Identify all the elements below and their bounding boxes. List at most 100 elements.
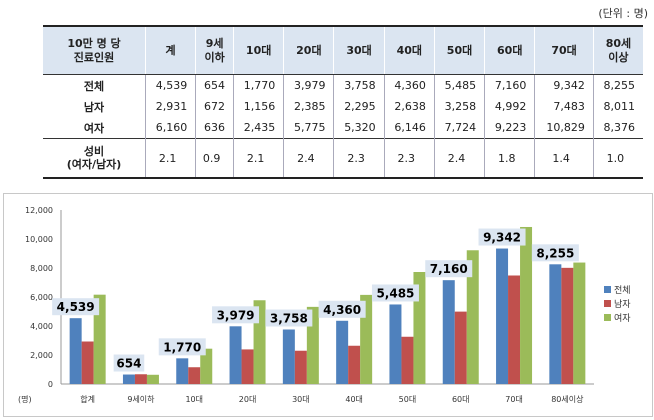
- table-cell: 5,775: [283, 117, 334, 139]
- table-cell: 2,638: [383, 96, 435, 117]
- table-cell: 1.0: [592, 138, 643, 178]
- table-cell: 1.8: [484, 138, 535, 178]
- table-row-all: 전체 4,539 654 1,770 3,979 3,758 4,360 5,485 7,160…: [43, 74, 643, 96]
- data-label: 4,360: [323, 303, 361, 317]
- table-cell: 6,146: [383, 117, 435, 139]
- table-cell: 2.1: [233, 138, 284, 178]
- chart-container: 0 2,000 4,000 6,000 8,000 10,000 12,000 합계 4,539…: [3, 193, 653, 417]
- data-label-box: [265, 309, 313, 327]
- y-tick-label: 0: [48, 380, 53, 389]
- x-tick-label: 10대: [185, 395, 203, 404]
- table-cell: 672: [195, 96, 234, 117]
- x-tick-label: 50대: [399, 395, 417, 404]
- row-header: 남자: [83, 100, 105, 114]
- bar-total: [229, 326, 242, 384]
- data-label: 3,758: [270, 312, 308, 326]
- data-label-box: [478, 228, 526, 246]
- table-cell: 2.4: [433, 138, 485, 178]
- table-cell: 8,255: [592, 74, 643, 96]
- row-header: 성비 (여자/남자): [43, 138, 146, 178]
- row-header-line: (여자/남자): [66, 158, 122, 171]
- data-label: 9,342: [483, 231, 521, 245]
- legend-label: 전체: [614, 285, 631, 296]
- bar-total: [282, 329, 295, 384]
- col-header-60s: 60대: [484, 26, 535, 75]
- legend-label: 여자: [614, 312, 631, 324]
- unit-label: (단위 : 명): [598, 7, 648, 20]
- table-cell: 2.3: [333, 138, 385, 178]
- table-cell: 654: [195, 74, 234, 96]
- y-tick-label: 10,000: [25, 235, 53, 244]
- bar-chart: 0 2,000 4,000 6,000 8,000 10,000 12,000 합계 4,539…: [18, 206, 631, 404]
- bar-male: [508, 275, 521, 384]
- data-label-box: [52, 298, 100, 316]
- table-cell: 6,160: [144, 117, 196, 139]
- bar-male: [241, 349, 254, 384]
- table-cell: 2.1: [144, 138, 196, 178]
- table-cell: 3,258: [433, 96, 485, 117]
- table-cell: 2.3: [383, 138, 435, 178]
- bar-total: [389, 304, 402, 384]
- x-tick-label: 20대: [239, 395, 257, 404]
- data-label: 3,979: [217, 308, 255, 322]
- table-cell: 3,758: [333, 74, 385, 96]
- table-cell: 4,360: [383, 74, 435, 96]
- table-cell: 8,376: [592, 117, 643, 139]
- bar-male: [134, 374, 147, 384]
- table-cell: 2,931: [144, 96, 196, 117]
- x-tick-label: 합계: [80, 394, 95, 404]
- table-cell: 4,539: [144, 74, 196, 96]
- col-header-20s: 20대: [283, 26, 334, 75]
- bar-male: [454, 311, 467, 384]
- table-cell: 0.9: [195, 138, 234, 178]
- bar-female: [200, 348, 213, 384]
- data-label-box: [158, 338, 206, 356]
- col-header-total: 계: [144, 26, 196, 75]
- data-label: 4,539: [57, 300, 95, 314]
- data-label: 654: [116, 357, 141, 371]
- bar-male: [188, 367, 201, 384]
- bar-total: [122, 374, 135, 384]
- table-cell: 2,295: [333, 96, 385, 117]
- table-cell: 5,485: [433, 74, 485, 96]
- data-label: 7,160: [430, 262, 468, 276]
- bar-female: [573, 262, 586, 384]
- bar-female: [146, 374, 159, 384]
- y-tick-label: 4,000: [30, 322, 53, 331]
- bar-total: [69, 318, 82, 384]
- y-tick-label: 6,000: [30, 293, 53, 302]
- legend-swatch: [604, 300, 611, 307]
- bar-male: [294, 350, 307, 384]
- bar-female: [466, 250, 479, 384]
- table-row-male: 남자 2,931 672 1,156 2,385 2,295 2,638 3,258 4,992…: [43, 96, 643, 117]
- data-label: 5,485: [376, 286, 414, 300]
- table-cell: 4,992: [484, 96, 535, 117]
- table-row-sex-ratio: 성비 (여자/남자) 2.1 0.9 2.1 2.4 2.3 2.3 2.4 1.8 1.4 1.0: [43, 138, 643, 178]
- row-header: 여자: [83, 121, 105, 135]
- bar-male: [561, 267, 574, 384]
- table-corner-header: 10만 명 당 진료인원: [43, 26, 146, 75]
- x-tick-label: 80세이상: [551, 394, 584, 404]
- data-label: 8,255: [536, 246, 574, 260]
- data-label: 1,770: [163, 340, 201, 354]
- bar-total: [176, 358, 189, 384]
- table-row-female: 여자 6,160 636 2,435 5,775 5,320 6,146 7,724 9,223…: [43, 117, 643, 139]
- row-header-line: 성비: [83, 145, 105, 158]
- x-tick-label: 60대: [452, 395, 470, 404]
- table-cell: 8,011: [592, 96, 643, 117]
- bar-female: [253, 300, 266, 384]
- legend-swatch: [604, 314, 611, 321]
- stats-table: 10만 명 당 진료인원 계 9세 이하 10대 20대 30대 40대 50대 6…: [43, 25, 643, 179]
- data-label-box: [318, 300, 366, 318]
- table-header-row: 10만 명 당 진료인원 계 9세 이하 10대 20대 30대 40대 50대 6…: [43, 26, 643, 75]
- y-tick-label: 12,000: [25, 206, 53, 215]
- col-header-under9: 9세 이하: [195, 26, 234, 75]
- table-cell: 7,160: [484, 74, 535, 96]
- y-axis-unit-label: (명): [18, 394, 32, 404]
- col-header-30s: 30대: [333, 26, 385, 75]
- row-header: 전체: [83, 79, 105, 93]
- bar-total: [442, 280, 455, 384]
- bar-male: [348, 345, 361, 384]
- data-label-box: [212, 306, 260, 324]
- y-tick-label: 8,000: [30, 264, 53, 273]
